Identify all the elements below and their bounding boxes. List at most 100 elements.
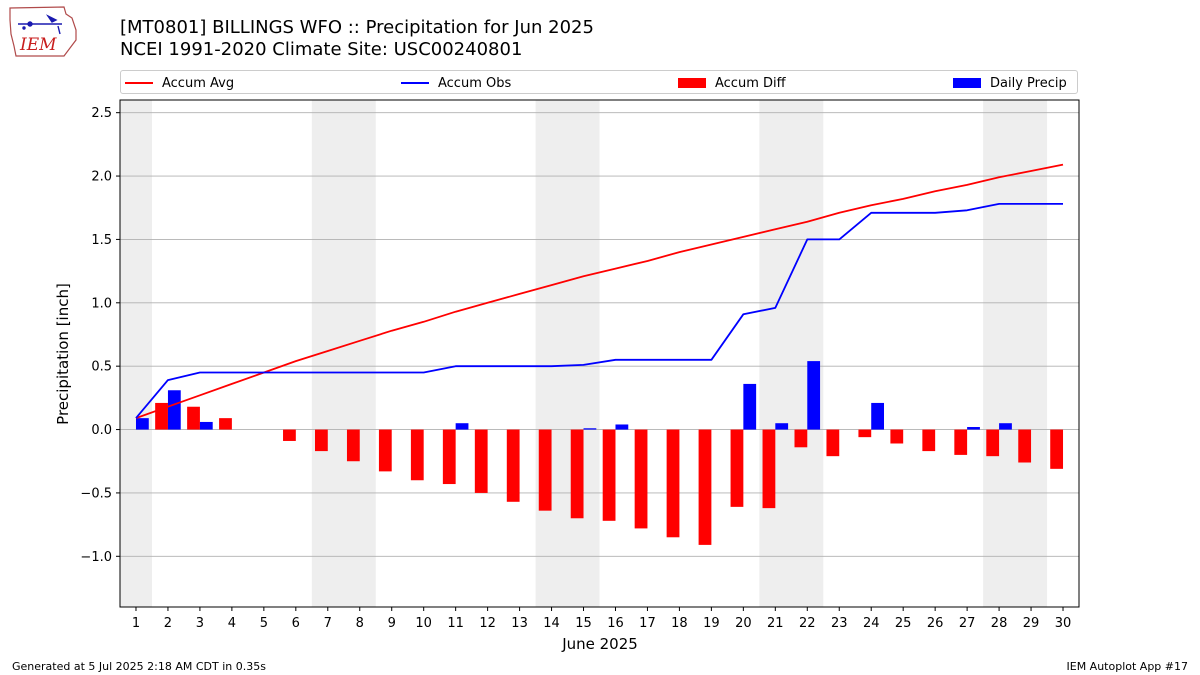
accum-obs-line [135, 202, 1063, 419]
legend-label-accum-diff: Accum Diff [715, 75, 786, 91]
legend-swatch-daily-precip [953, 78, 981, 88]
y-tick-label: 2.0 [91, 170, 112, 185]
x-tick-label: 1 [132, 616, 140, 631]
line-series [135, 163, 1064, 419]
weekend-band [120, 100, 152, 607]
x-tick-label: 16 [607, 616, 624, 631]
daily-precip-bar [967, 427, 980, 430]
accum-diff-bar [922, 429, 936, 452]
x-tick-label: 8 [356, 616, 364, 631]
daily-precip-bar [199, 421, 213, 430]
x-tick-label: 6 [292, 616, 300, 631]
weekend-band [311, 100, 376, 607]
accum-diff-bar [506, 429, 520, 502]
accum-diff-bar [442, 429, 456, 485]
legend-swatch-accum-obs [401, 82, 429, 84]
legend-label-daily-precip: Daily Precip [990, 75, 1067, 91]
footer-app: IEM Autoplot App #17 [1066, 660, 1189, 673]
daily-precip-bar [583, 428, 597, 430]
daily-precip-bar [775, 423, 789, 430]
accum-diff-bar [762, 429, 776, 509]
accum-diff-bar [730, 429, 744, 507]
accum-diff-bar [666, 429, 680, 538]
y-tick-label: 0.0 [91, 423, 112, 438]
accum-diff-bar [954, 429, 968, 455]
legend-item-accum-avg: Accum Avg [125, 73, 234, 93]
accum-diff-bar [794, 429, 808, 448]
legend-swatch-accum-avg [125, 82, 153, 84]
x-tick-label: 30 [1055, 616, 1072, 631]
iem-logo: IEM [9, 6, 77, 57]
x-tick-label: 23 [831, 616, 848, 631]
chart-title: [MT0801] BILLINGS WFO :: Precipitation f… [120, 17, 594, 38]
x-tick-label: 24 [863, 616, 880, 631]
y-tick-label: 2.5 [91, 106, 112, 121]
accum-diff-bar [570, 429, 584, 519]
y-tick-label: 1.5 [91, 233, 112, 248]
accum-diff-bar [346, 429, 360, 462]
legend-item-daily-precip: Daily Precip [953, 73, 1067, 93]
accum-diff-bar [986, 429, 1000, 457]
accum-diff-bar [1050, 429, 1064, 469]
x-tick-label: 27 [959, 616, 976, 631]
accum-diff-bar [283, 429, 296, 441]
legend-label-accum-avg: Accum Avg [162, 75, 235, 91]
x-tick-label: 28 [991, 616, 1008, 631]
y-tick-label: 1.0 [91, 296, 112, 311]
x-tick-label: 2 [164, 616, 172, 631]
legend-item-accum-obs: Accum Obs [401, 73, 511, 93]
x-tick-label: 14 [543, 616, 560, 631]
axes: −1.0−0.50.00.51.01.52.02.51 2 3 4 5 6 7 8 9 10 11 1… [80, 106, 1071, 631]
x-tick-label: 12 [479, 616, 496, 631]
x-tick-label: 4 [228, 616, 236, 631]
accum-avg-line [135, 163, 1064, 419]
weekend-band [759, 100, 824, 607]
x-tick-label: 15 [575, 616, 592, 631]
accum-diff-bar [378, 429, 392, 472]
x-tick-label: 19 [703, 616, 720, 631]
x-tick-label: 11 [447, 616, 464, 631]
accum-diff-bar [1018, 429, 1032, 463]
accum-diff-bar [410, 429, 424, 481]
x-tick-label: 10 [415, 616, 432, 631]
y-tick-label: −0.5 [80, 486, 112, 501]
accum-diff-bar [314, 429, 328, 452]
x-tick-label: 21 [767, 616, 784, 631]
y-tick-label: −1.0 [80, 550, 112, 565]
x-tick-label: 7 [324, 616, 332, 631]
y-axis-label: Precipitation [inch] [54, 283, 72, 425]
daily-precip-bar [455, 423, 469, 430]
x-tick-label: 22 [799, 616, 816, 631]
x-tick-label: 17 [639, 616, 656, 631]
x-tick-label: 25 [895, 616, 912, 631]
x-tick-label: 5 [260, 616, 268, 631]
x-tick-label: 26 [927, 616, 944, 631]
accum-diff-bar [698, 429, 712, 545]
accum-diff-bar [219, 418, 232, 430]
plot-frame [119, 99, 1080, 608]
daily-precip-bar [135, 418, 149, 430]
legend-label-accum-obs: Accum Obs [438, 75, 512, 91]
grid-lines [120, 112, 1079, 557]
daily-precip-bar [807, 361, 821, 430]
daily-precip-bar [743, 383, 757, 430]
x-tick-label: 9 [388, 616, 396, 631]
daily-precip-bar [615, 424, 629, 430]
x-tick-label: 29 [1023, 616, 1040, 631]
weekend-band [535, 100, 600, 607]
accum-diff-bar [538, 429, 552, 511]
legend-item-accum-diff: Accum Diff [678, 73, 786, 93]
weekend-band [983, 100, 1048, 607]
chart-legend: Accum Avg Accum Obs Accum Diff Daily Pre… [120, 70, 1078, 94]
chart-subtitle: NCEI 1991-2020 Climate Site: USC00240801 [120, 39, 523, 60]
x-axis-label: June 2025 [561, 635, 638, 653]
x-tick-label: 13 [511, 616, 528, 631]
accum-diff-bar [187, 406, 200, 430]
daily-precip-bar [871, 402, 885, 430]
daily-precip-bar [999, 423, 1012, 430]
accum-diff-bar [858, 429, 872, 438]
accum-diff-bar [634, 429, 648, 529]
accum-diff-bar [826, 429, 840, 457]
weekend-shading [120, 100, 1048, 607]
